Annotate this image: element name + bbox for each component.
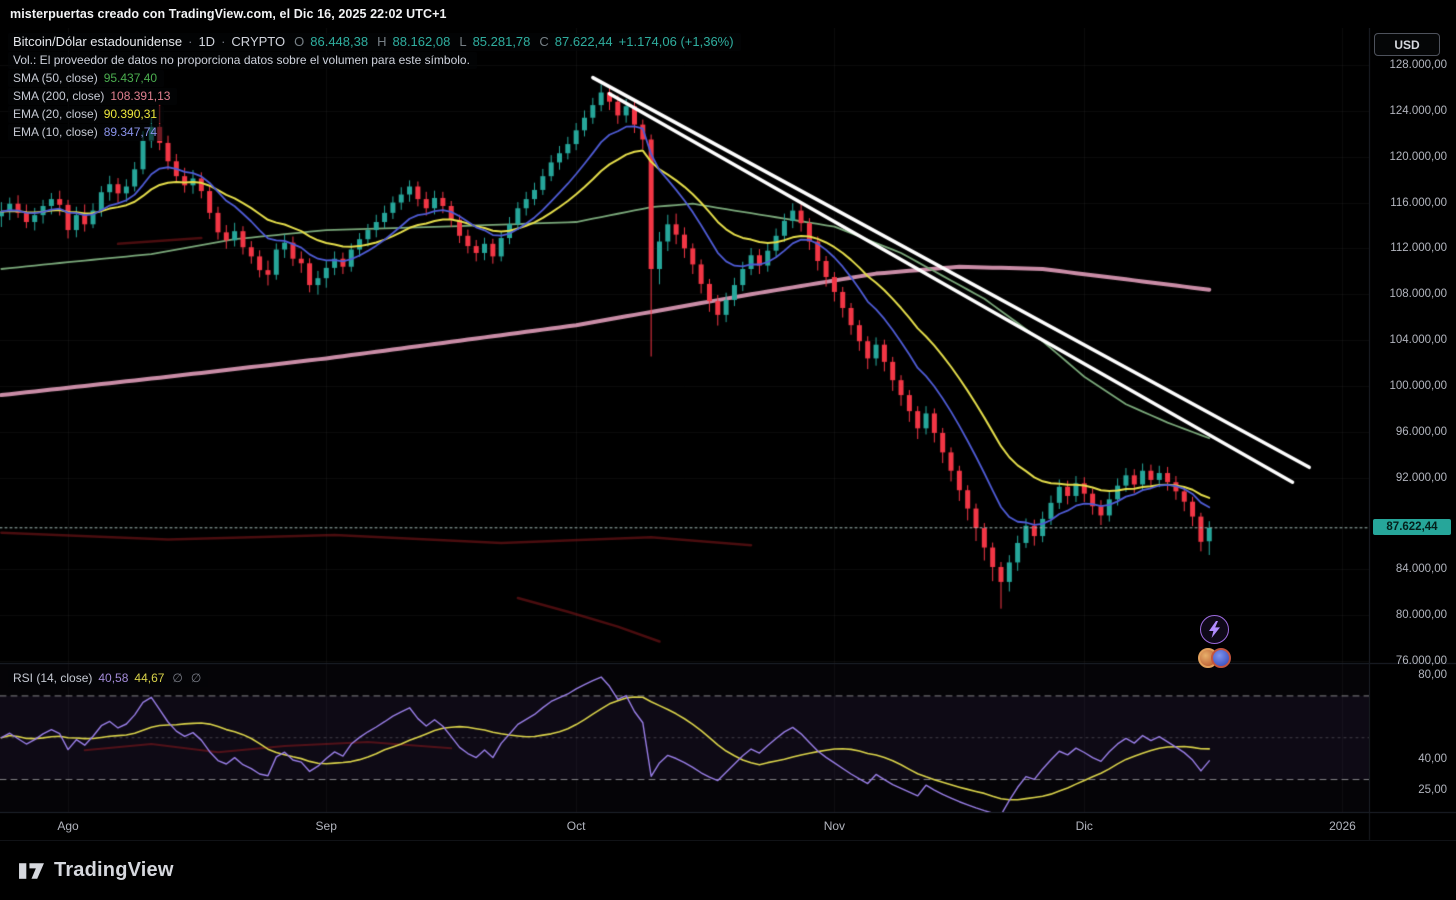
price-axis[interactable]: 128.000,00 124.000,00 120.000,00 116.000,00… [1369, 28, 1456, 812]
tradingview-logo-text[interactable]: TradingView [54, 859, 174, 881]
chart-legend: Bitcoin/Dólar estadounidense · 1D · CRYP… [8, 33, 741, 141]
broker-coins-icon[interactable] [1198, 648, 1231, 668]
price-tick-label: 100.000,00 [1389, 379, 1447, 392]
price-tick-label: 120.000,00 [1389, 150, 1447, 163]
indicator-value: 95.437,40 [103, 71, 158, 85]
symbol-legend-row[interactable]: Bitcoin/Dólar estadounidense · 1D · CRYP… [8, 33, 741, 51]
volume-notice-row[interactable]: Vol.: El proveedor de datos no proporcio… [8, 52, 477, 69]
currency-toggle-button[interactable]: USD [1374, 33, 1440, 56]
open-label: O [294, 34, 305, 49]
price-tick-label: 112.000,00 [1390, 242, 1447, 255]
time-tick-label: Oct [566, 819, 586, 833]
time-tick-label: Ago [57, 819, 79, 833]
attribution-text: misterpuertas creado con TradingView.com… [10, 7, 447, 21]
rsi-tick-label: 80,00 [1418, 669, 1447, 681]
attribution-bar: misterpuertas creado con TradingView.com… [0, 0, 1456, 28]
rsi-tick-label: 25,00 [1418, 783, 1447, 796]
price-tick-label: 104.000,00 [1389, 334, 1447, 347]
time-tick-label: Nov [823, 819, 846, 833]
time-tick-label: 2026 [1329, 819, 1356, 833]
price-tick-label: 96.000,00 [1395, 425, 1447, 438]
close-value: 87.622,44 [554, 34, 613, 49]
empty-set-icon: ∅ [172, 671, 183, 685]
open-value: 86.448,38 [310, 34, 369, 49]
quick-actions [1198, 615, 1231, 668]
time-tick-label: Sep [315, 819, 337, 833]
close-label: C [539, 34, 549, 49]
indicator-value: 89.347,74 [103, 125, 158, 139]
empty-set-icon: ∅ [190, 671, 202, 685]
coin-icon [1211, 648, 1231, 668]
price-tick-label: 116.000,00 [1390, 196, 1447, 209]
separator: · [221, 34, 226, 49]
legend-indicator-row[interactable]: SMA (50, close) 95.437,40 [8, 70, 165, 87]
low-label: L [459, 34, 467, 49]
indicator-label: EMA (20, close) [13, 107, 98, 121]
footer-bar: TradingView [0, 840, 1456, 900]
indicator-label: SMA (200, close) [13, 89, 105, 103]
price-tick-label: 124.000,00 [1389, 104, 1447, 117]
indicator-value: 108.391,13 [110, 89, 171, 103]
price-tick-label: 128.000,00 [1389, 59, 1447, 71]
tradingview-logo-icon[interactable] [18, 857, 45, 884]
price-tick-label: 108.000,00 [1389, 288, 1447, 301]
symbol-name: Bitcoin/Dólar estadounidense [13, 34, 183, 49]
legend-indicator-row[interactable]: EMA (20, close) 90.390,31 [8, 106, 165, 123]
rsi-label: RSI (14, close) [13, 671, 93, 685]
time-tick-label: Dic [1075, 819, 1093, 833]
volume-notice-text: Vol.: El proveedor de datos no proporcio… [13, 53, 470, 67]
exchange-label: CRYPTO [231, 34, 286, 49]
time-axis[interactable]: Ago Sep Oct Nov Dic 2026 [0, 812, 1369, 840]
indicator-label: EMA (10, close) [13, 125, 98, 139]
high-label: H [377, 34, 387, 49]
last-price-badge: 87.622,44 [1373, 518, 1451, 535]
price-tick-label: 76.000,00 [1395, 655, 1447, 667]
price-tick-label: 92.000,00 [1395, 471, 1447, 484]
change-value: +1.174,06 (+1,36%) [618, 34, 734, 49]
separator: · [188, 34, 193, 49]
price-tick-label: 80.000,00 [1395, 609, 1447, 622]
legend-indicator-row[interactable]: EMA (10, close) 89.347,74 [8, 124, 165, 141]
rsi-value: 40,58 [98, 671, 129, 685]
interval-label: 1D [198, 34, 216, 49]
indicator-value: 90.390,31 [103, 107, 158, 121]
indicator-label: SMA (50, close) [13, 71, 98, 85]
high-value: 88.162,08 [392, 34, 451, 49]
price-tick-label: 84.000,00 [1395, 563, 1447, 576]
rsi-tick-label: 40,00 [1418, 752, 1447, 765]
legend-indicator-row[interactable]: SMA (200, close) 108.391,13 [8, 88, 178, 105]
low-value: 85.281,78 [472, 34, 531, 49]
currency-label: USD [1394, 37, 1420, 52]
lightning-icon[interactable] [1200, 615, 1229, 644]
rsi-legend-row[interactable]: RSI (14, close) 40,58 44,67 ∅ ∅ [8, 670, 209, 687]
rsi-ma-value: 44,67 [134, 671, 165, 685]
